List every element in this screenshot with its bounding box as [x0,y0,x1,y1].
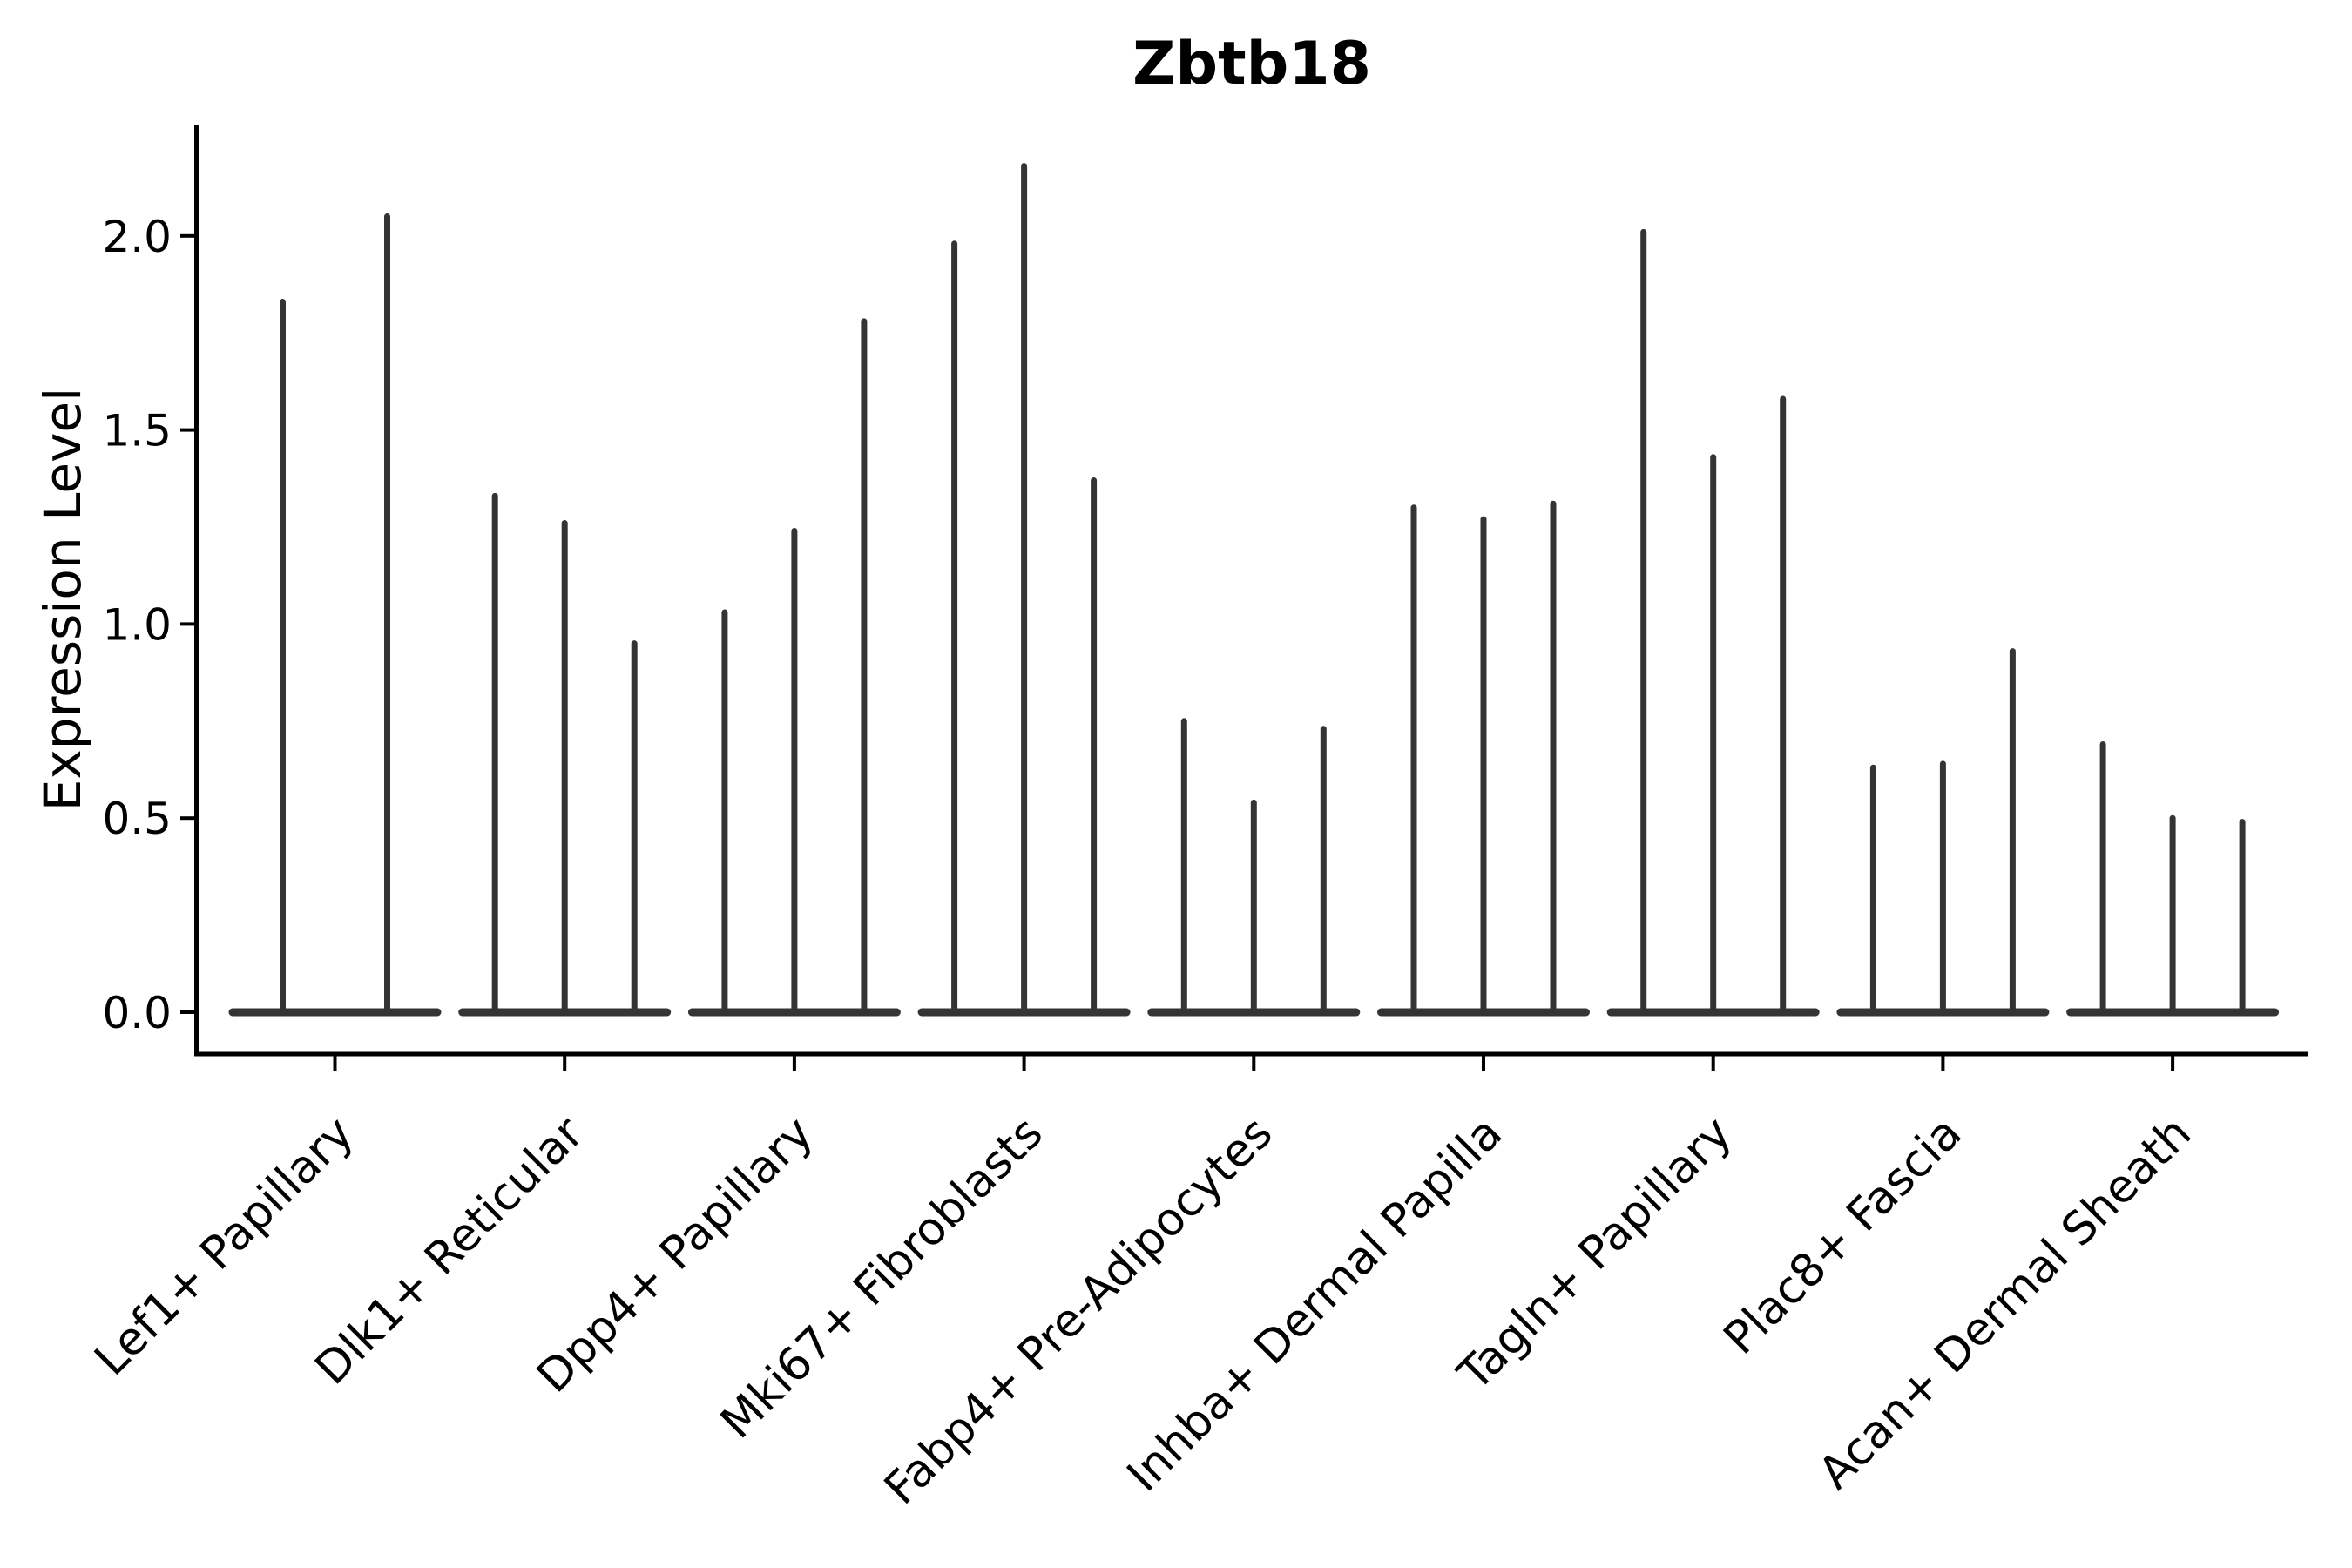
y-tick-label: 1.0 [102,599,172,650]
y-tick-label: 0.5 [102,794,172,844]
plot-title: Zbtb18 [1132,30,1371,98]
x-axis-category-label: Inhba+ Dermal Papilla [1118,1107,1512,1502]
y-tick-label: 0.0 [102,988,172,1038]
x-axis-category-label: Plac8+ Fascia [1714,1107,1972,1365]
x-axis-category-label: Fabp4+ Pre-Adipocytes [875,1107,1282,1515]
violin-base [228,1008,442,1017]
y-tick-label: 2.0 [102,212,172,262]
y-tick-label: 1.5 [102,406,172,456]
x-axis-category-label: Acan+ Dermal Sheath [1809,1107,2202,1500]
